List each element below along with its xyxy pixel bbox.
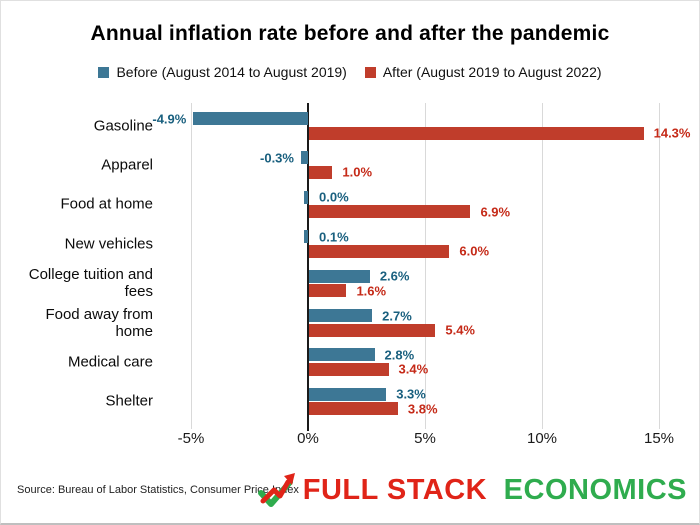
legend-swatch-before-icon xyxy=(98,66,110,78)
value-label: 3.3% xyxy=(396,386,426,402)
gridline xyxy=(191,103,192,429)
full-stack-economics-logo: FULL STACK ECONOMICS xyxy=(257,468,687,512)
legend-item-after: After (August 2019 to August 2022) xyxy=(364,64,602,80)
value-label: 14.3% xyxy=(653,125,691,141)
bar-before xyxy=(309,387,387,401)
logo-text-full-stack: FULL STACK xyxy=(302,473,488,506)
logo-wordmark: FULL STACK ECONOMICS xyxy=(303,474,687,507)
bar-before xyxy=(193,112,308,125)
category-label: Food at home xyxy=(60,195,153,213)
bar-before xyxy=(300,151,308,165)
bar-before xyxy=(303,190,308,204)
bar-after xyxy=(309,244,450,258)
value-label: 1.0% xyxy=(342,164,373,180)
source-note: Source: Bureau of Labor Statistics, Cons… xyxy=(17,484,299,496)
value-label: 5.4% xyxy=(445,322,475,338)
gridline xyxy=(659,103,660,429)
bar-after xyxy=(309,284,347,298)
value-label: 0.0% xyxy=(319,189,349,205)
chart-title: Annual inflation rate before and after t… xyxy=(90,22,610,45)
logo-text-economics: ECONOMICS xyxy=(503,473,687,506)
value-label: 1.6% xyxy=(356,283,387,299)
bar-before xyxy=(303,230,308,244)
x-axis-tick-label: 5% xyxy=(414,430,436,447)
category-label: Apparel xyxy=(101,156,153,174)
x-axis-tick-label: -5% xyxy=(177,430,205,447)
value-label: 3.4% xyxy=(398,361,429,377)
category-label: Food away from home xyxy=(45,305,153,340)
bar-after xyxy=(309,323,436,337)
bar-after xyxy=(309,362,389,376)
category-label: Medical care xyxy=(67,353,153,371)
x-axis-tick-label: 15% xyxy=(643,430,675,447)
x-axis-tick-label: 0% xyxy=(297,430,319,447)
legend-label-after: After (August 2019 to August 2022) xyxy=(382,64,602,80)
value-label: -4.9% xyxy=(152,111,187,126)
category-label: College tuition and fees xyxy=(28,266,153,301)
value-label: 6.0% xyxy=(459,243,490,259)
value-label: 3.8% xyxy=(407,401,438,417)
gridline xyxy=(542,103,543,429)
legend-label-before: Before (August 2014 to August 2019) xyxy=(116,64,347,80)
category-label: Shelter xyxy=(105,392,153,410)
chart-legend: Before (August 2014 to August 2019) Afte… xyxy=(1,64,699,80)
bar-after xyxy=(309,165,333,179)
bar-before xyxy=(309,269,370,283)
bar-before xyxy=(309,309,373,322)
bar-after xyxy=(309,402,398,416)
value-label: 2.7% xyxy=(382,308,412,323)
value-label: 0.1% xyxy=(319,229,349,245)
check-trend-arrow-icon xyxy=(257,470,296,510)
gridline xyxy=(425,103,426,429)
zero-axis-line xyxy=(307,103,309,431)
category-label: Gasoline xyxy=(93,117,153,134)
value-label: 2.6% xyxy=(379,268,410,284)
bar-after xyxy=(309,205,471,219)
legend-item-before: Before (August 2014 to August 2019) xyxy=(98,64,347,80)
value-label: 6.9% xyxy=(480,204,511,220)
legend-swatch-after-icon xyxy=(364,66,376,78)
bar-before xyxy=(309,348,375,362)
bar-after xyxy=(309,126,644,140)
value-label: -0.3% xyxy=(260,150,294,166)
x-axis-tick-label: 10% xyxy=(526,430,558,447)
category-label: New vehicles xyxy=(64,235,153,253)
value-label: 2.8% xyxy=(384,347,415,363)
